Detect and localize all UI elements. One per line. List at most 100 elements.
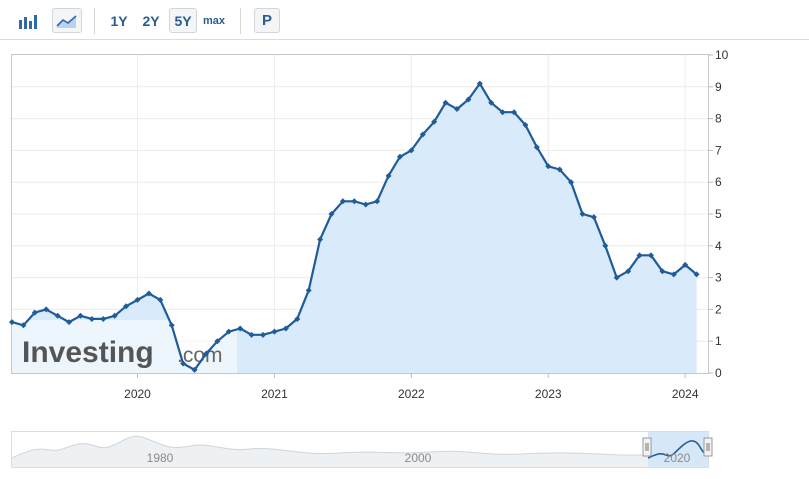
toolbar-separator (94, 8, 95, 34)
data-point (294, 315, 301, 322)
x-tick-label: 2022 (398, 387, 425, 401)
x-tick-label: 2024 (672, 387, 699, 401)
data-point (248, 331, 255, 338)
navigator-tick-label: 2000 (405, 451, 432, 465)
data-point (396, 153, 403, 160)
x-axis-ticks: 2020 2021 2022 2023 2024 (124, 373, 699, 401)
data-point (214, 338, 221, 345)
data-point (476, 80, 483, 87)
navigator-history-line (11, 435, 648, 459)
data-point (682, 261, 689, 268)
data-point (488, 99, 495, 106)
data-point (465, 96, 472, 103)
data-point (499, 109, 506, 116)
data-point (100, 315, 107, 322)
data-point (385, 172, 392, 179)
navigator-history-area (12, 436, 648, 467)
data-point (43, 306, 50, 313)
data-point (556, 166, 563, 173)
navigator-tick-label: 2020 (664, 451, 691, 465)
x-tick-label: 2023 (535, 387, 562, 401)
data-point (282, 325, 289, 332)
bar-chart-icon (19, 14, 37, 29)
y-tick-label: 5 (715, 207, 722, 221)
data-point (431, 118, 438, 125)
data-point (670, 271, 677, 278)
data-point (339, 198, 346, 205)
y-tick-label: 3 (715, 271, 722, 285)
y-tick-label: 1 (715, 334, 722, 348)
data-point (511, 109, 518, 116)
data-point (453, 106, 460, 113)
data-point (111, 312, 118, 319)
data-point (568, 179, 575, 186)
data-point (202, 350, 209, 357)
y-tick-label: 7 (715, 143, 722, 157)
y-tick-label: 2 (715, 302, 722, 316)
investing-watermark: Investing .com (12, 320, 237, 373)
navigator-left-handle[interactable] (642, 437, 652, 457)
data-point (579, 211, 586, 217)
data-point (442, 99, 449, 106)
y-tick-label: 4 (715, 239, 722, 253)
area-chart-button[interactable] (52, 8, 82, 33)
data-point (545, 163, 552, 170)
navigator-right-handle[interactable] (703, 437, 713, 457)
data-point (225, 328, 232, 335)
navigator-tick-label: 1980 (147, 451, 174, 465)
watermark-brand: Investing (22, 336, 154, 369)
y-tick-label: 6 (715, 175, 722, 189)
toolbar-separator (240, 8, 241, 34)
navigator[interactable]: 1980 2000 2020 (11, 431, 713, 468)
data-point (54, 312, 61, 319)
bar-chart-button[interactable] (14, 8, 44, 33)
data-point (66, 319, 73, 326)
data-point (659, 268, 666, 275)
data-point (88, 315, 95, 322)
navigator-selection-line (647, 440, 709, 459)
data-point (317, 236, 324, 243)
data-point (522, 121, 529, 128)
data-point (613, 274, 620, 281)
data-point (647, 252, 654, 259)
y-tick-label: 0 (715, 366, 722, 380)
data-point (419, 131, 426, 138)
data-point (180, 360, 187, 367)
y-tick-label: 10 (715, 48, 729, 62)
data-point (77, 312, 84, 319)
data-point (9, 319, 15, 326)
range-max-button[interactable]: max (202, 14, 226, 27)
data-point (168, 322, 175, 329)
data-point (362, 201, 369, 208)
data-point (533, 144, 540, 151)
x-tick-label: 2020 (124, 387, 151, 401)
data-point (602, 242, 609, 249)
data-point (157, 296, 164, 303)
data-point (693, 271, 700, 278)
data-point (590, 214, 597, 221)
data-point (351, 198, 358, 205)
data-point (123, 303, 130, 310)
data-point (20, 322, 27, 329)
x-tick-label: 2021 (261, 387, 288, 401)
y-axis-ticks: 0 1 2 3 4 5 6 7 8 9 10 (708, 48, 729, 380)
data-point (374, 198, 381, 205)
data-point (134, 296, 141, 303)
data-point (31, 309, 38, 316)
data-point (260, 331, 267, 338)
y-tick-label: 9 (715, 80, 722, 94)
series-area-fill (12, 83, 697, 373)
data-point (237, 325, 244, 332)
series-line (9, 80, 700, 373)
p-button[interactable]: P (254, 8, 280, 33)
data-point (305, 287, 312, 294)
range-2y-button[interactable]: 2Y (142, 12, 160, 29)
range-1y-button[interactable]: 1Y (110, 12, 128, 29)
range-5y-button[interactable]: 5Y (169, 8, 197, 33)
data-point (328, 211, 335, 217)
series-area (12, 83, 697, 373)
data-point (271, 328, 278, 335)
area-chart-icon (56, 14, 77, 28)
y-tick-label: 8 (715, 112, 722, 126)
